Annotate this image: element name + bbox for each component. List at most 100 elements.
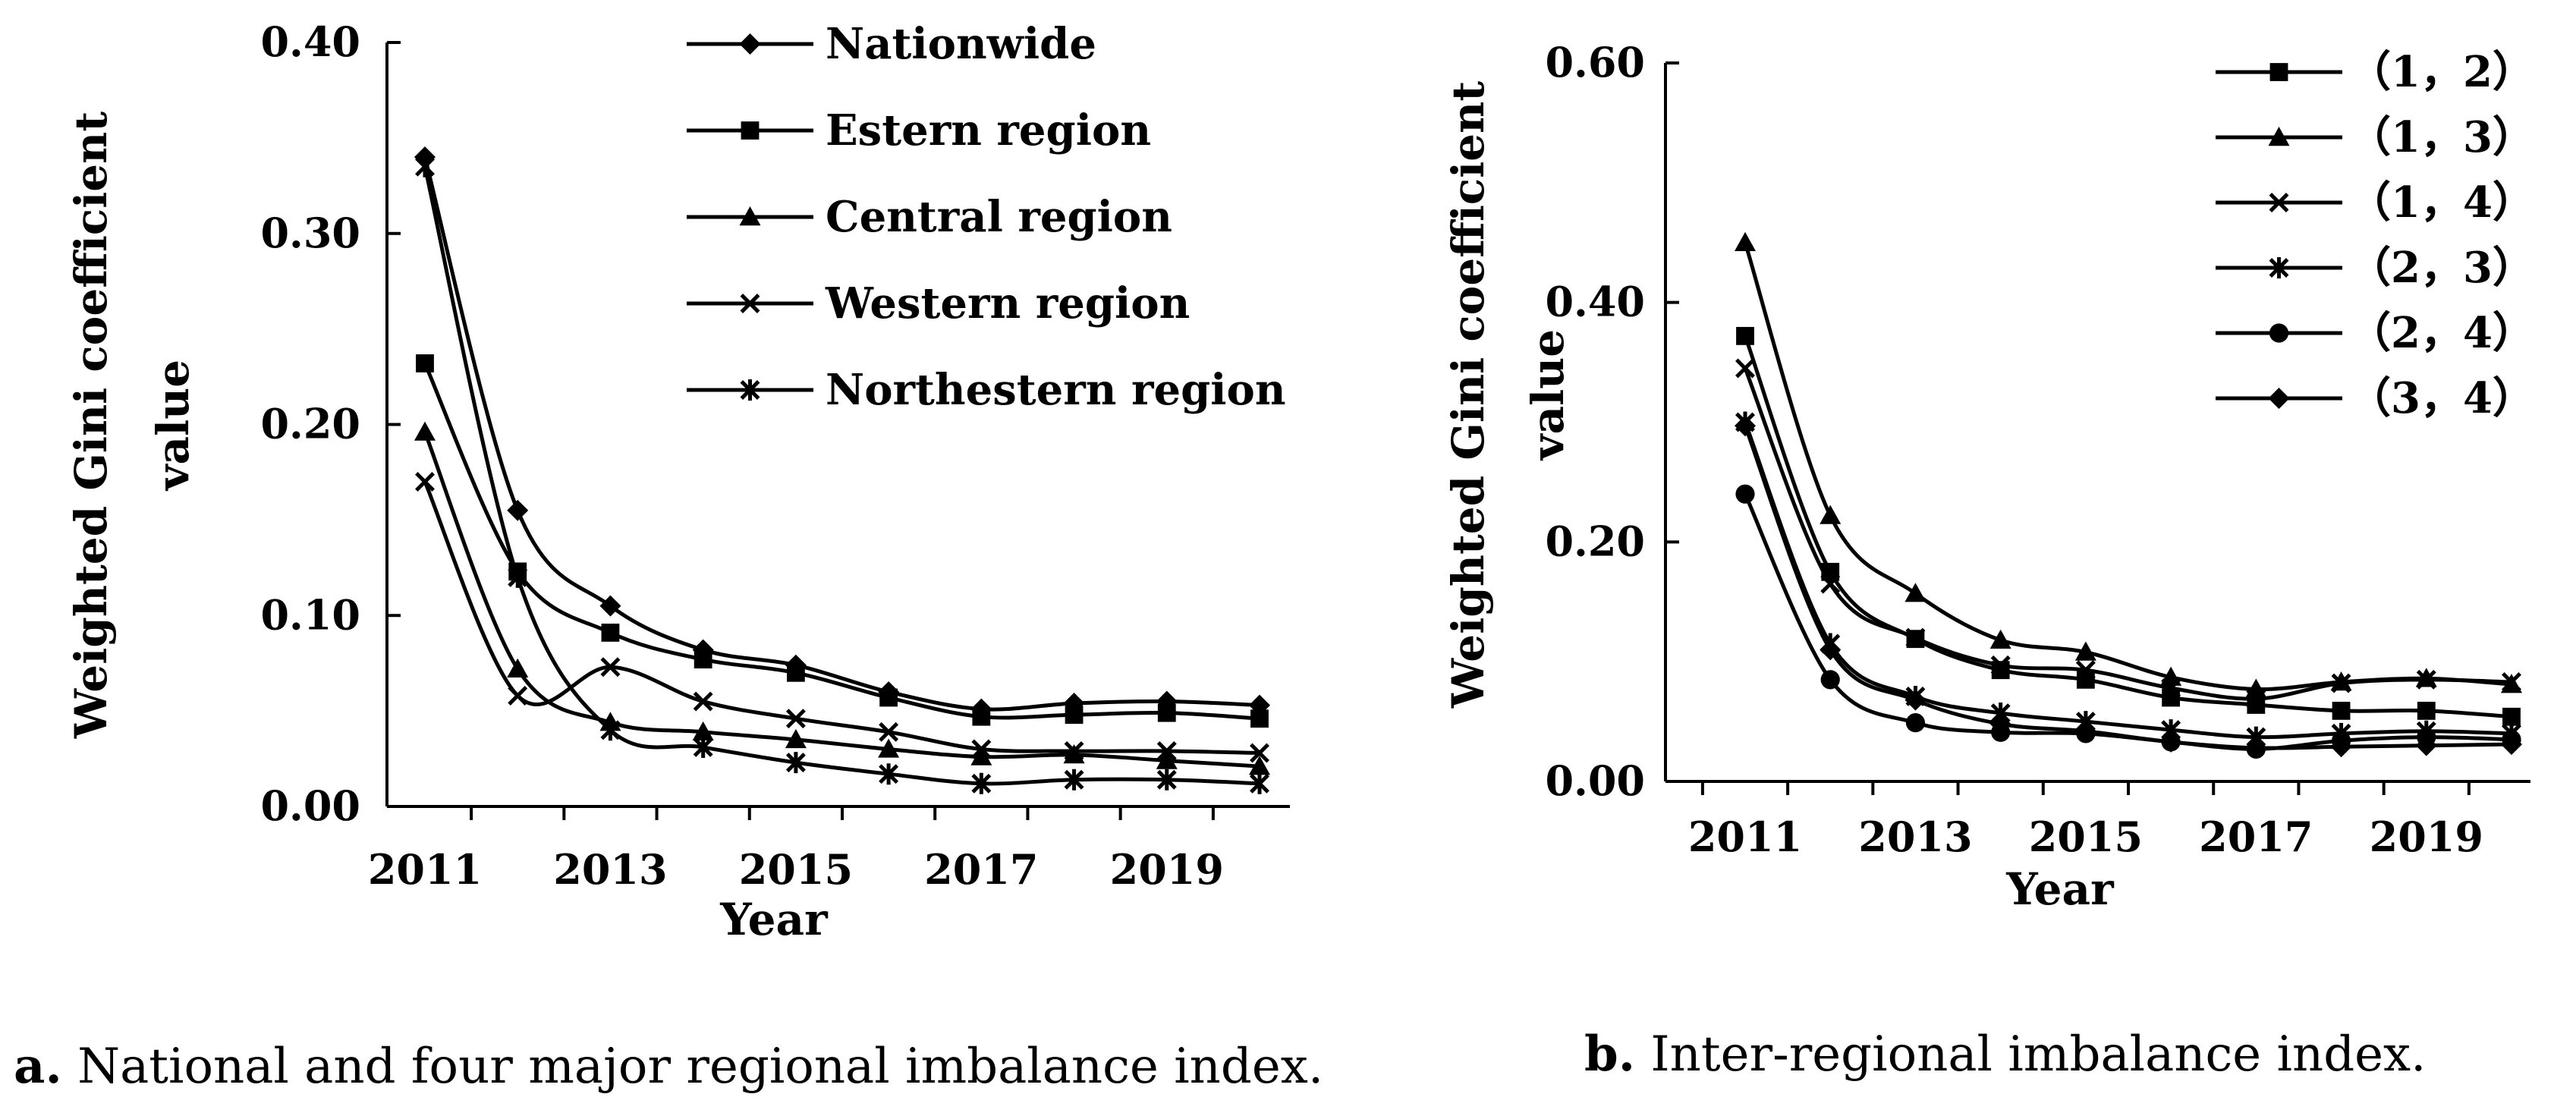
legend-label: Estern region [826,105,1151,156]
data-point [599,595,621,617]
legend-marker [2269,257,2289,278]
data-point [786,663,805,682]
data-point [1157,703,1176,722]
data-point [1989,629,2011,649]
caption-b-label: b. [1584,1026,1636,1083]
x-tick-label: 2017 [924,845,1038,894]
data-point [1249,756,1270,775]
data-point [508,566,528,588]
data-point [1820,639,1842,661]
data-point [2417,701,2436,720]
x-tick-label: 2019 [2370,813,2483,861]
y-axis-title: Weighted Gini coefficient [1442,81,1494,709]
data-point [2501,734,2522,756]
series-line [423,362,1260,721]
caption-a-label: a. [14,1038,62,1095]
data-point [1736,326,1754,345]
data-point [507,658,529,677]
data-point [2502,672,2521,692]
data-point [693,736,713,758]
legend-label: （1，3） [2348,112,2535,162]
data-point [1735,484,1755,504]
data-point [692,721,714,741]
series-x: （1，4） [1735,178,2535,709]
data-point [2502,707,2521,726]
data-point [1064,741,1084,761]
data-point [2160,731,2182,753]
data-point [600,719,621,741]
series-line [1743,425,2512,750]
x-tick-label: 2013 [1858,813,1972,861]
y-tick-label: 0.20 [1545,517,1645,565]
data-point [2246,689,2266,709]
x-tick-label: 2015 [2029,813,2143,861]
data-point [2074,720,2096,742]
data-point [508,686,528,706]
caption-a-text: National and four major regional imbalan… [61,1039,1324,1095]
data-point [2075,660,2096,681]
data-point [971,772,992,794]
legend-marker [740,379,760,401]
series-star: Northestern region [415,156,1286,794]
data-point [785,709,806,729]
data-point [1820,505,1842,524]
data-point [2332,701,2351,720]
data-point [2162,688,2181,707]
legend-label: Central region [826,192,1172,242]
data-point [972,707,991,726]
y-tick-label: 0.30 [260,209,360,257]
data-point [416,354,434,373]
legend-marker [740,294,760,313]
y-tick-label: 0.40 [260,17,360,66]
x-tick-label: 2011 [1688,813,1802,861]
legend-marker [2268,388,2290,409]
legend-marker [2268,127,2290,146]
x-tick-label: 2019 [1110,845,1224,894]
legend-label: （2，3） [2348,243,2535,293]
data-point [1156,741,1177,761]
data-point [2330,736,2352,758]
y-tick-label: 0.10 [260,590,360,639]
data-point [1250,709,1269,728]
data-point [1905,713,1926,733]
x-tick-label: 2011 [368,845,482,894]
y-axis-title: Weighted Gini coefficient [65,112,117,739]
series-x: Western region [415,278,1269,763]
data-point [879,721,899,742]
caption-b: b. Inter-regional imbalance index. [1584,1026,2426,1083]
data-point [1735,231,1756,251]
data-point [2331,673,2351,693]
legend-marker [741,121,760,140]
data-point [1905,627,1926,648]
data-point [785,728,807,749]
legend-marker [739,206,761,226]
legend-label: （1，2） [2348,47,2535,97]
data-point [1064,769,1084,791]
data-point [1250,772,1269,794]
y-tick-label: 0.40 [1545,278,1645,326]
data-point [1990,655,2011,675]
series-line [423,166,1260,786]
legend-marker [2269,193,2289,212]
data-point [1735,415,1756,437]
caption-b-text: Inter-regional imbalance index. [1635,1026,2427,1083]
series-square: Estern region [416,105,1269,728]
data-point [1156,769,1177,791]
series-square: （1，2） [1736,47,2535,726]
y-axis-title-line2: value [147,360,199,492]
data-point [694,650,712,669]
data-point [1820,670,1840,690]
data-point [1250,743,1269,763]
y-tick-label: 0.00 [1545,756,1645,805]
legend-label: Nationwide [826,19,1096,69]
data-point [1156,750,1178,769]
x-tick-label: 2017 [2199,813,2313,861]
data-point [2161,677,2181,698]
data-point [1820,574,1841,594]
data-point [2245,737,2267,759]
series-diamond: （3，4） [1735,373,2535,759]
y-tick-label: 0.00 [260,781,360,830]
data-point [1904,689,1926,711]
x-tick-label: 2013 [553,845,667,894]
